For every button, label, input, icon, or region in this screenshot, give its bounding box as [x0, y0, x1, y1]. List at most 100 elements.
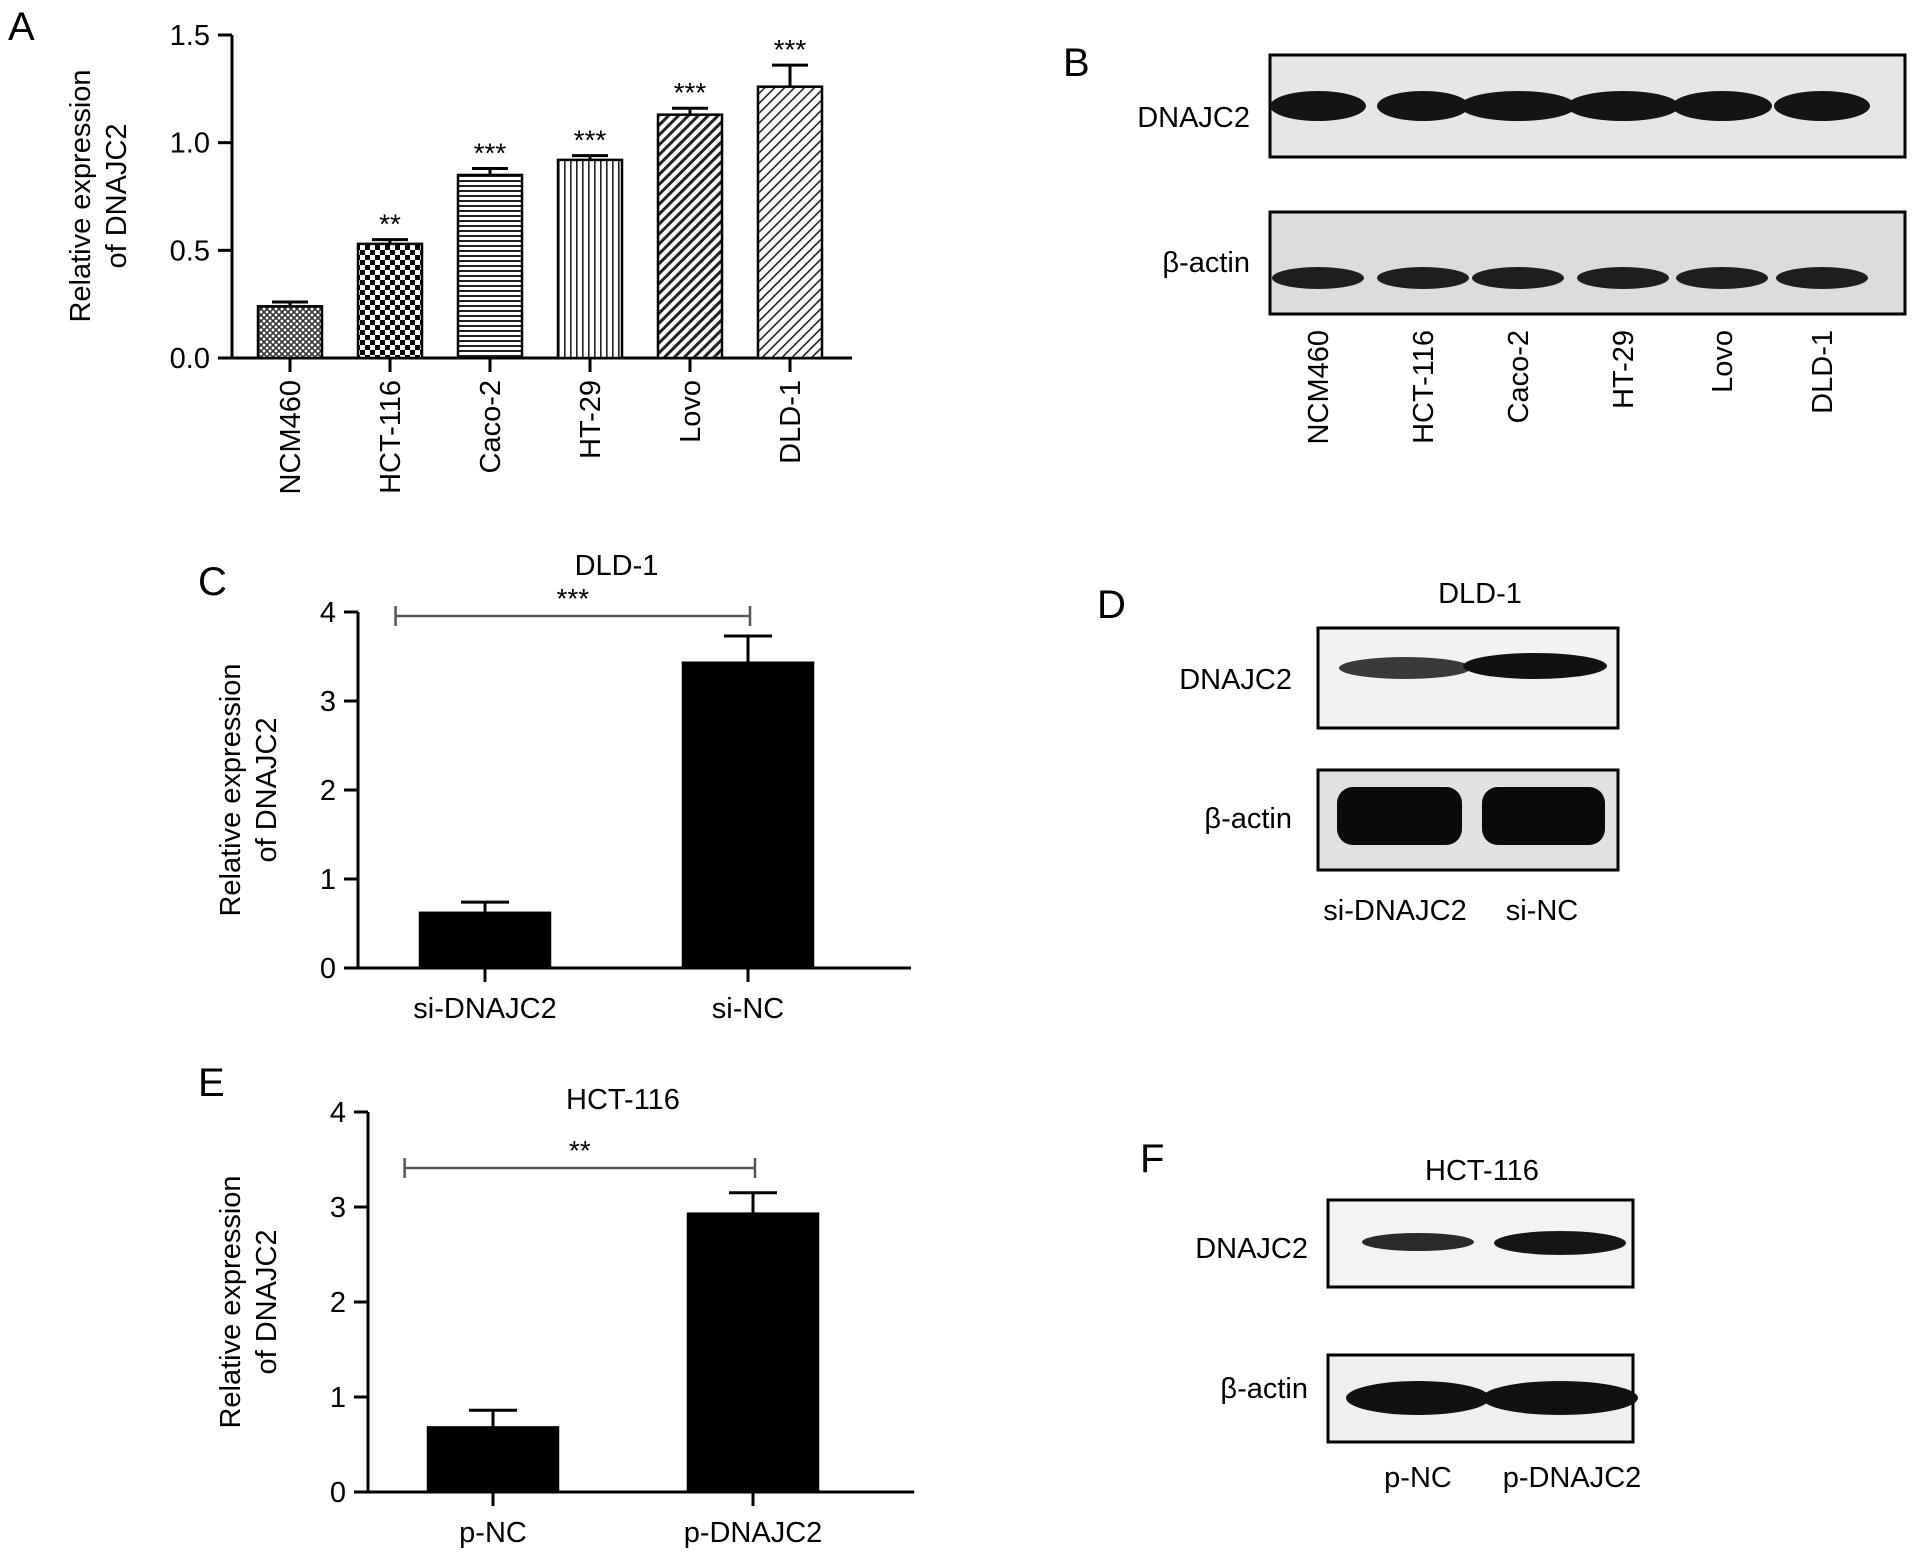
chart-a-ytick-label: 1.5 — [170, 20, 210, 52]
chart-a-ytick-label: 1.0 — [170, 128, 210, 160]
blot-d-band-top-1 — [1339, 657, 1471, 679]
chart-c-bar — [418, 911, 552, 970]
chart-a-bar — [656, 113, 724, 360]
chart-c-ytick-label: 4 — [320, 597, 336, 629]
blot-b-band-dnajc2 — [1567, 91, 1679, 121]
chart-a-xtick-label: DLD-1 — [775, 380, 807, 464]
chart-c-title: DLD-1 — [575, 550, 659, 582]
blot-b-band-dnajc2 — [1377, 91, 1469, 121]
blot-b-band-bactin — [1472, 267, 1564, 289]
chart-a-significance: *** — [774, 34, 807, 65]
chart-c-xtick-label: si-NC — [712, 993, 785, 1025]
blot-f-band-top-1 — [1362, 1233, 1474, 1251]
chart-c: 0 1 2 3 4 Relative expression of DNAJC2 DLD-1 si… — [215, 550, 912, 1025]
chart-e-ylabel-line: Relative expression — [215, 1175, 247, 1428]
chart-a-ytick-label: 0.0 — [170, 343, 210, 375]
blot-d-top-membrane — [1316, 626, 1620, 730]
blot-d-row-label-bactin: β-actin — [1204, 803, 1292, 835]
chart-a-xtick-label: NCM460 — [275, 380, 307, 494]
panel-label-c: C — [198, 560, 227, 604]
blot-f: HCT-116 DNAJC2 β-actin p-NC p-DNAJC2 — [1195, 1155, 1641, 1494]
blot-b-lane-label: DLD-1 — [1807, 330, 1839, 414]
chart-c-ytick-label: 3 — [320, 686, 336, 718]
chart-c-ytick-label: 0 — [320, 953, 336, 985]
blot-d-lane-label-2: si-NC — [1506, 895, 1579, 927]
blot-b-lane-label: HCT-116 — [1408, 330, 1440, 444]
chart-c-xtick-label: si-DNAJC2 — [413, 993, 556, 1025]
blot-f-band-bottom-2 — [1482, 1381, 1638, 1415]
blot-b-lane-label: Caco-2 — [1503, 330, 1535, 424]
blot-b-lane-label: HT-29 — [1608, 330, 1640, 409]
chart-a-ylabel-line: Relative expression — [65, 69, 97, 322]
blot-d-band-top-2 — [1463, 653, 1607, 679]
chart-a-bar — [256, 305, 324, 360]
panel-label-f: F — [1140, 1137, 1164, 1181]
chart-e-xtick-label: p-DNAJC2 — [684, 1517, 823, 1549]
chart-c-bracket-significance: *** — [556, 583, 589, 614]
chart-a-significance: *** — [474, 138, 507, 169]
blot-b-band-dnajc2 — [1270, 91, 1366, 121]
chart-c-ylabel-line: of DNAJC2 — [251, 717, 283, 862]
blot-f-lane-label-2: p-DNAJC2 — [1503, 1462, 1642, 1494]
chart-e-ytick-label: 2 — [330, 1287, 346, 1319]
chart-e-ylabel: Relative expression of DNAJC2 — [215, 1175, 283, 1428]
chart-c-ylabel-line: Relative expression — [215, 663, 247, 916]
blot-b-row-label-dnajc2: DNAJC2 — [1137, 102, 1250, 134]
blot-b-bottom-membrane — [1268, 210, 1907, 316]
blot-b-band-dnajc2 — [1460, 91, 1576, 121]
chart-e-bracket-significance: ** — [569, 1135, 591, 1166]
blot-b: DNAJC2 β-actin NCM460 HCT-116 Caco-2 HT-29 L… — [1137, 53, 1907, 444]
chart-e: 0 1 2 3 4 Relative expression of DNAJC2 HCT-116… — [215, 1084, 915, 1549]
chart-c-ytick-label: 2 — [320, 775, 336, 807]
blot-b-lane-label: Lovo — [1707, 330, 1739, 393]
panel-label-d: D — [1097, 583, 1126, 627]
chart-a-bar — [756, 85, 824, 360]
chart-a-significance: *** — [574, 125, 607, 156]
blot-d-lane-label-1: si-DNAJC2 — [1323, 895, 1466, 927]
chart-a-bar — [356, 242, 424, 360]
blot-d-title: DLD-1 — [1438, 578, 1522, 610]
chart-c-ylabel: Relative expression of DNAJC2 — [215, 663, 283, 916]
blot-b-band-dnajc2 — [1774, 91, 1870, 121]
chart-a-xtick-label: Caco-2 — [475, 380, 507, 474]
blot-b-band-dnajc2 — [1672, 91, 1772, 121]
chart-a-bar — [556, 158, 624, 360]
chart-c-bar — [681, 661, 815, 970]
blot-b-band-bactin — [1272, 267, 1364, 289]
chart-e-xtick-label: p-NC — [459, 1517, 527, 1549]
chart-a: 0.0 0.5 1.0 1.5 Relative expression of DNAJC2… — [65, 20, 852, 494]
chart-a-ytick-label: 0.5 — [170, 235, 210, 267]
blot-b-band-bactin — [1377, 267, 1469, 289]
blot-f-band-bottom-1 — [1346, 1381, 1490, 1415]
chart-e-bar — [686, 1212, 820, 1494]
panel-label-e: E — [198, 1061, 225, 1105]
chart-a-xtick-label: HCT-116 — [375, 380, 407, 494]
chart-a-ylabel-line: of DNAJC2 — [101, 123, 133, 268]
blot-b-band-bactin — [1776, 267, 1868, 289]
blot-b-row-label-bactin: β-actin — [1162, 247, 1250, 279]
blot-f-band-top-2 — [1494, 1231, 1626, 1255]
blot-f-row-label-dnajc2: DNAJC2 — [1195, 1233, 1308, 1265]
chart-e-bar — [426, 1426, 560, 1494]
chart-e-ytick-label: 4 — [330, 1097, 346, 1129]
panel-label-b: B — [1063, 41, 1090, 85]
chart-a-bar — [456, 173, 524, 360]
blot-b-band-bactin — [1676, 267, 1768, 289]
chart-a-significance: *** — [674, 77, 707, 108]
blot-f-title: HCT-116 — [1425, 1155, 1539, 1187]
blot-f-row-label-bactin: β-actin — [1220, 1373, 1308, 1405]
chart-e-ytick-label: 0 — [330, 1477, 346, 1509]
blot-d-band-bottom-1 — [1337, 787, 1462, 845]
chart-a-significance: ** — [379, 209, 401, 240]
chart-c-ytick-label: 1 — [320, 864, 336, 896]
chart-e-ylabel-line: of DNAJC2 — [251, 1229, 283, 1374]
blot-b-lane-label: NCM460 — [1303, 330, 1335, 444]
blot-d-band-bottom-2 — [1482, 787, 1605, 845]
chart-e-ytick-label: 1 — [330, 1382, 346, 1414]
blot-d-row-label-dnajc2: DNAJC2 — [1179, 664, 1292, 696]
chart-a-ylabel: Relative expression of DNAJC2 — [65, 69, 133, 322]
chart-e-title: HCT-116 — [566, 1084, 680, 1116]
blot-f-lane-label-1: p-NC — [1384, 1462, 1452, 1494]
chart-a-xtick-label: Lovo — [675, 380, 707, 443]
